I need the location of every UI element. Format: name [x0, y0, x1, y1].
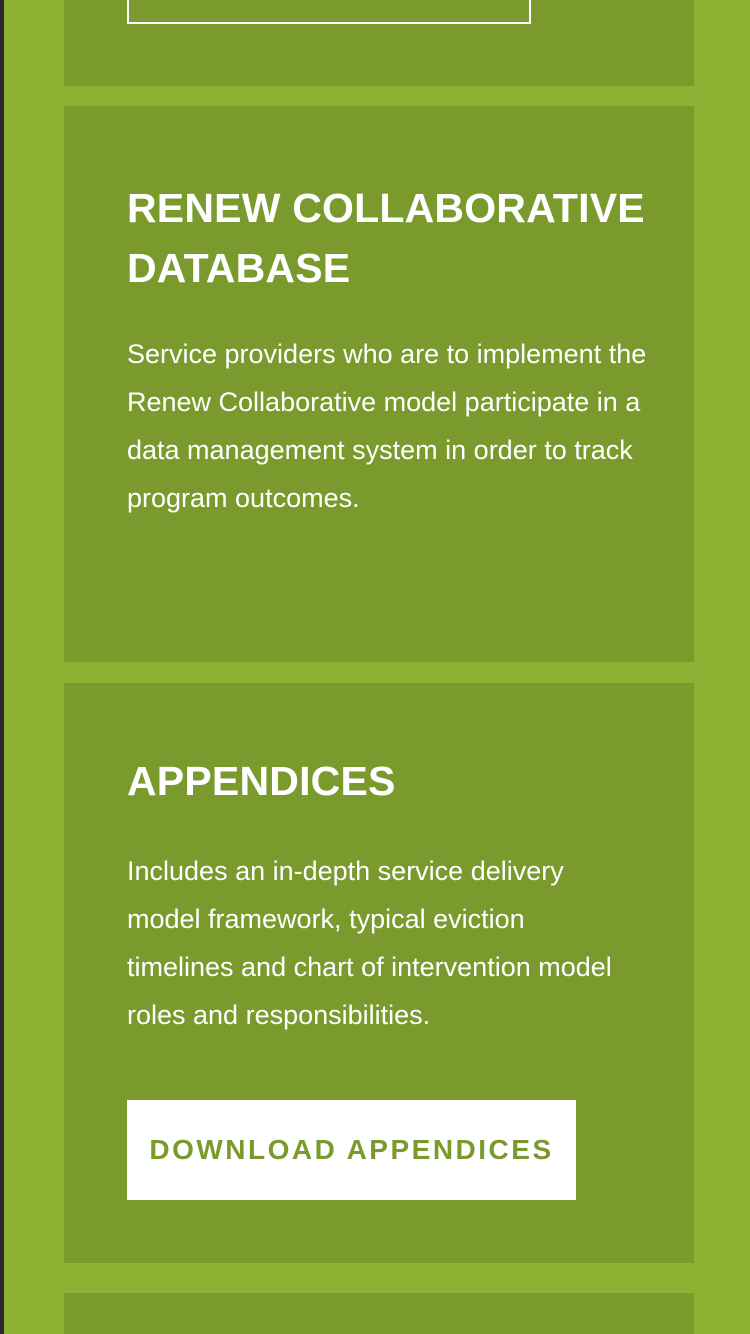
database-description: Service providers who are to implement t…: [127, 339, 647, 513]
appendices-title: APPENDICES: [127, 758, 396, 804]
database-title: RENEW COLLABORATIVE DATABASE: [127, 185, 645, 291]
database-card: RENEW COLLABORATIVE DATABASE Service pro…: [64, 106, 694, 662]
appendices-description: Includes an in-depth service delivery mo…: [127, 856, 612, 1030]
left-edge-divider: [0, 0, 4, 1334]
download-appendices-button[interactable]: DOWNLOAD APPENDICES: [127, 1100, 576, 1200]
previous-card-button[interactable]: [127, 0, 531, 24]
previous-card: [64, 0, 694, 86]
next-card: [64, 1293, 694, 1334]
appendices-card: APPENDICES Includes an in-depth service …: [64, 683, 694, 1263]
